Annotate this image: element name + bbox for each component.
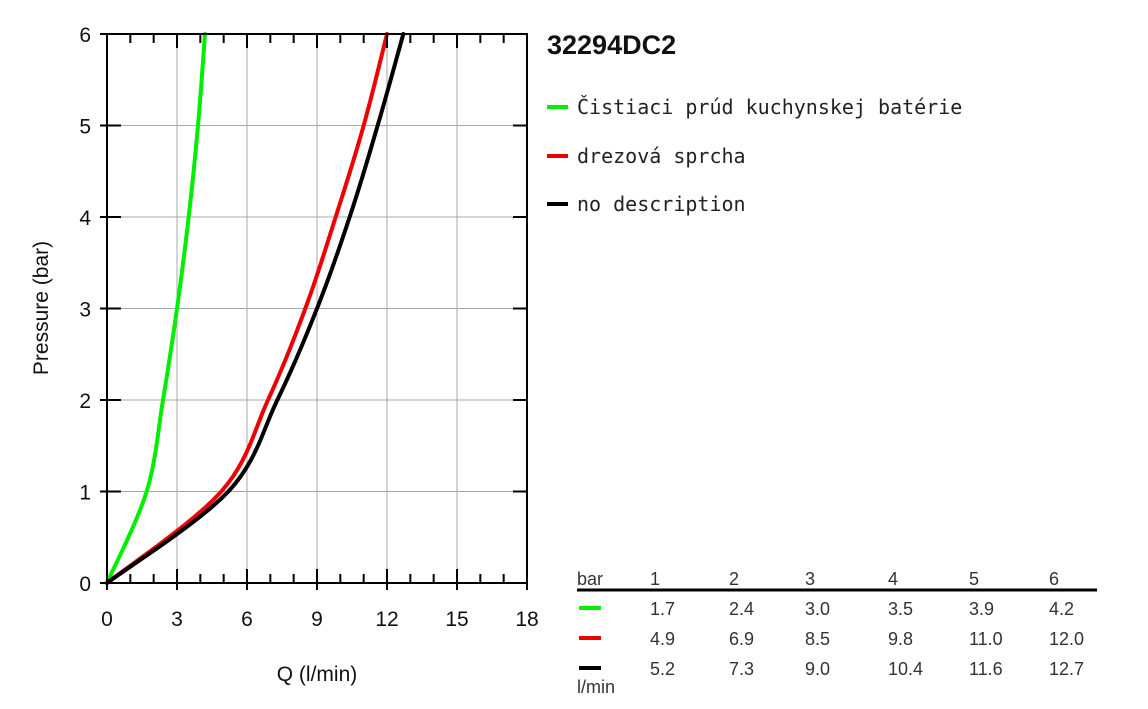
chart-title: 32294DC2: [547, 30, 676, 60]
table-header-cell: 6: [1049, 569, 1059, 589]
table-cell: 11.6: [969, 659, 1003, 679]
y-tick-label: 5: [79, 116, 91, 139]
y-axis-tick-labels: 0 1 2 3 4 5 6: [79, 24, 91, 596]
table-header-cell: 1: [650, 569, 660, 589]
legend-label: no description: [577, 192, 746, 216]
table-header-cell: 4: [888, 569, 898, 589]
x-tick-label: 3: [171, 608, 183, 631]
legend-item: Čistiaci prúd kuchynskej batérie: [547, 95, 962, 119]
x-axis-tick-labels: 0 3 6 9 12 15 18: [101, 608, 539, 631]
table-header-cell: 5: [969, 569, 979, 589]
chart-grid: [107, 34, 527, 583]
table-cell: 9.8: [888, 629, 913, 649]
x-tick-label: 18: [515, 608, 538, 631]
table-cell: 3.0: [805, 599, 830, 619]
x-axis-label: Q (l/min): [277, 663, 358, 686]
table-unit-bar: bar: [577, 569, 603, 589]
table-cell: 12.7: [1049, 659, 1084, 679]
table-cell: 9.0: [805, 659, 830, 679]
table-cell: 10.4: [888, 659, 923, 679]
table-cell: 11.0: [969, 629, 1003, 649]
table-cell: 3.5: [888, 599, 913, 619]
legend-label: drezová sprcha: [577, 144, 746, 168]
x-tick-label: 9: [311, 608, 323, 631]
table-cell: 5.2: [650, 659, 675, 679]
legend-item: drezová sprcha: [547, 144, 746, 168]
major-ticks: [100, 33, 528, 590]
legend-label: Čistiaci prúd kuchynskej batérie: [577, 95, 962, 119]
table-cell: 4.2: [1049, 599, 1074, 619]
y-tick-label: 6: [79, 24, 91, 47]
table-cell: 1.7: [650, 599, 675, 619]
table-cell: 12.0: [1049, 629, 1084, 649]
table-unit-flow: l/min: [577, 677, 615, 697]
series-line: [105, 32, 389, 585]
y-tick-label: 4: [79, 207, 91, 230]
legend: Čistiaci prúd kuchynskej batérie drezová…: [547, 95, 962, 216]
series-line: [105, 32, 207, 585]
chart-series: [105, 32, 406, 585]
table-row: 5.2 7.3 9.0 10.4 11.6 12.7: [579, 659, 1084, 679]
table-cell: 4.9: [650, 629, 675, 649]
series-line: [105, 32, 406, 585]
x-tick-label: 6: [241, 608, 253, 631]
y-tick-label: 3: [79, 299, 91, 322]
table-row: 1.7 2.4 3.0 3.5 3.9 4.2: [579, 599, 1074, 619]
y-tick-label: 0: [79, 573, 91, 596]
x-tick-label: 15: [445, 608, 468, 631]
y-tick-label: 2: [79, 390, 91, 413]
legend-item: no description: [547, 192, 746, 216]
y-tick-label: 1: [79, 482, 91, 505]
table-cell: 8.5: [805, 629, 830, 649]
flow-table: bar 1 2 3 4 5 6 1.7 2.4 3.0 3.5 3.9 4.2 …: [577, 569, 1097, 697]
table-header-cell: 3: [805, 569, 815, 589]
table-cell: 3.9: [969, 599, 994, 619]
table-cell: 6.9: [729, 629, 754, 649]
table-cell: 2.4: [729, 599, 754, 619]
y-axis-label: Pressure (bar): [30, 241, 53, 375]
table-cell: 7.3: [729, 659, 754, 679]
table-row: 4.9 6.9 8.5 9.8 11.0 12.0: [579, 629, 1084, 649]
x-tick-label: 12: [375, 608, 398, 631]
table-header-cell: 2: [729, 569, 739, 589]
x-tick-label: 0: [101, 608, 113, 631]
